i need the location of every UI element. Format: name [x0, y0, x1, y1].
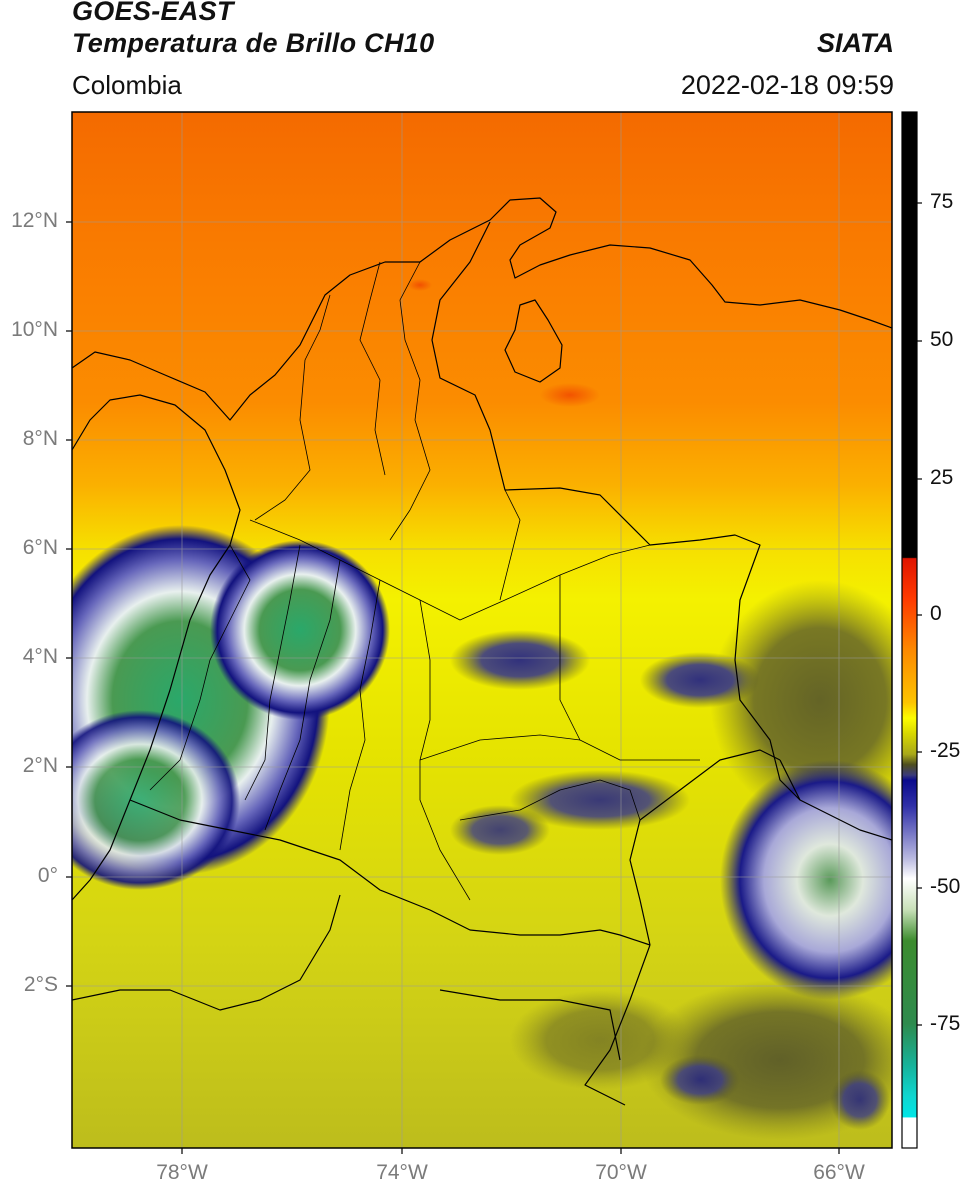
graticule — [72, 112, 892, 1148]
colorbar-ticks — [917, 202, 922, 1026]
datetime-label: 2022-02-18 09:59 — [680, 70, 894, 100]
lat-label: 8°N — [22, 427, 58, 450]
colorbar-label: -50 — [930, 875, 961, 898]
region-label: Colombia — [72, 70, 182, 100]
lat-label: 2°S — [23, 973, 58, 996]
lat-label: 2°N — [22, 754, 58, 777]
department-borders — [149, 261, 700, 901]
colorbar-frame — [901, 111, 918, 1149]
satellite-title: GOES-EAST — [72, 0, 234, 26]
lat-label: 0° — [37, 864, 58, 887]
lon-label: 74°W — [376, 1161, 428, 1184]
lat-label: 12°N — [11, 209, 58, 232]
colorbar-label: 75 — [930, 190, 954, 213]
agency-label: SIATA — [817, 28, 894, 58]
colorbar-label: 25 — [930, 466, 954, 489]
lon-label: 66°W — [813, 1161, 865, 1184]
lat-label: 4°N — [22, 645, 58, 668]
colorbar-label: 50 — [930, 328, 954, 351]
lon-label: 78°W — [156, 1161, 208, 1184]
lat-label: 10°N — [11, 318, 58, 341]
lat-ticks — [66, 221, 72, 987]
lon-label: 70°W — [595, 1161, 647, 1184]
colorbar-label: -25 — [930, 739, 961, 762]
product-title: Temperatura de Brillo CH10 — [72, 28, 435, 58]
lat-label: 6°N — [22, 536, 58, 559]
colorbar-gradient — [902, 112, 917, 1148]
colorbar-label: -75 — [930, 1012, 961, 1035]
colorbar-label: 0 — [930, 602, 942, 625]
map-frame — [71, 111, 893, 1149]
lon-ticks — [181, 1148, 840, 1154]
